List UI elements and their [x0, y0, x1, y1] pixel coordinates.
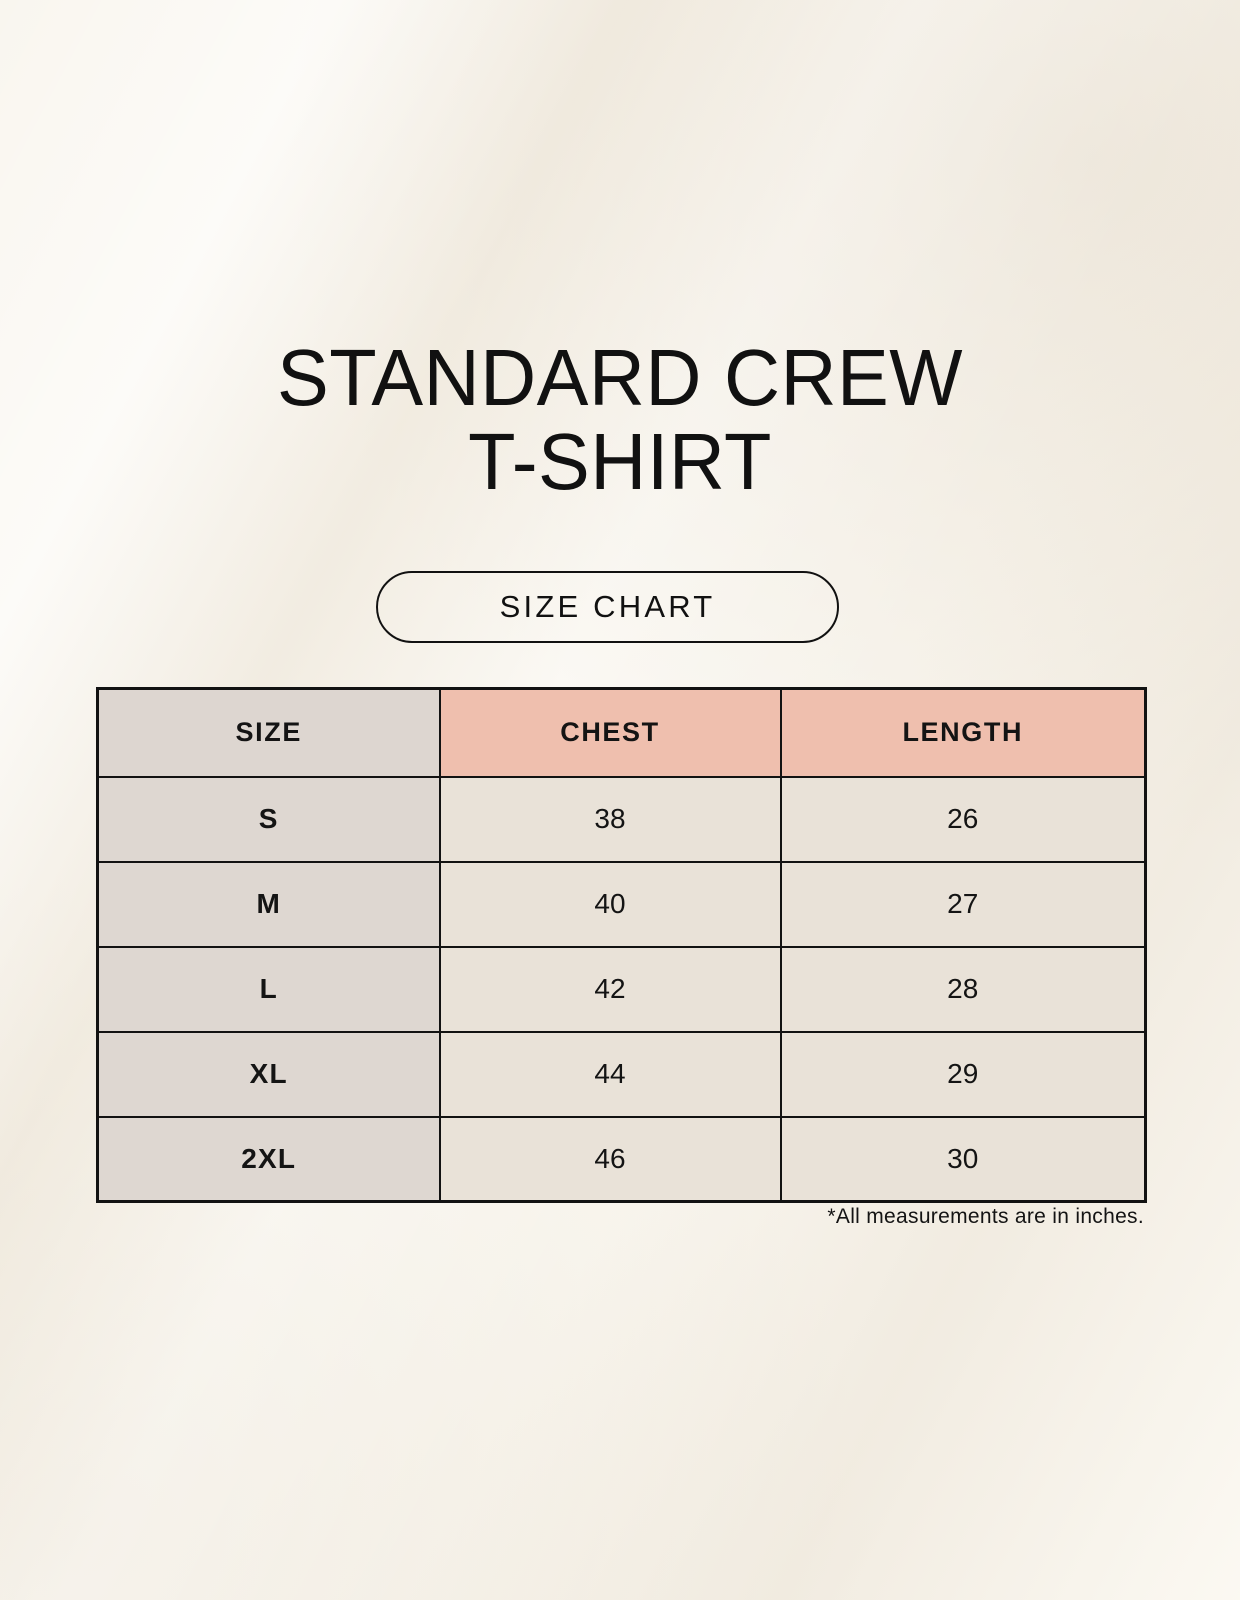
cell-chest: 42 — [439, 946, 782, 1033]
column-header-length: LENGTH — [780, 688, 1146, 778]
measurements-footnote: *All measurements are in inches. — [827, 1205, 1144, 1228]
cell-length: 29 — [780, 1031, 1146, 1118]
size-table: SIZE CHEST LENGTH S 38 26 M 40 27 L — [96, 687, 1147, 1203]
cell-size: 2XL — [97, 1116, 441, 1202]
size-chart-badge: SIZE CHART — [376, 571, 839, 643]
table-row: L 42 28 — [97, 946, 1146, 1033]
column-header-size: SIZE — [97, 688, 441, 778]
table-header-row: SIZE CHEST LENGTH — [97, 688, 1146, 778]
page-title-line-2: T-SHIRT — [468, 417, 772, 506]
cell-chest: 46 — [439, 1116, 782, 1202]
cell-length: 27 — [780, 861, 1146, 948]
cell-size: XL — [97, 1031, 441, 1118]
size-table-header: SIZE CHEST LENGTH — [97, 688, 1146, 778]
table-row: 2XL 46 30 — [97, 1116, 1146, 1202]
size-table-container: SIZE CHEST LENGTH S 38 26 M 40 27 L — [96, 687, 1147, 1203]
table-row: S 38 26 — [97, 776, 1146, 863]
table-row: XL 44 29 — [97, 1031, 1146, 1118]
cell-chest: 40 — [439, 861, 782, 948]
cell-chest: 38 — [439, 776, 782, 863]
column-header-chest: CHEST — [439, 688, 782, 778]
cell-size: S — [97, 776, 441, 863]
cell-length: 26 — [780, 776, 1146, 863]
size-chart-badge-label: SIZE CHART — [499, 589, 716, 624]
size-table-body: S 38 26 M 40 27 L 42 28 XL 44 29 — [97, 776, 1146, 1202]
page-title-line-1: STANDARD CREW — [276, 333, 964, 422]
cell-length: 28 — [780, 946, 1146, 1033]
cell-chest: 44 — [439, 1031, 782, 1118]
cell-length: 30 — [780, 1116, 1146, 1202]
page-title: STANDARD CREW T-SHIRT — [0, 336, 1240, 504]
cell-size: L — [97, 946, 441, 1033]
cell-size: M — [97, 861, 441, 948]
table-row: M 40 27 — [97, 861, 1146, 948]
